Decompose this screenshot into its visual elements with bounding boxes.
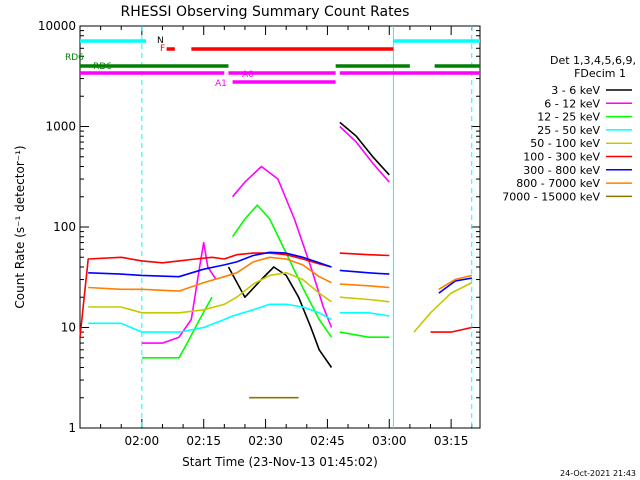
series-line-6 — [88, 251, 472, 294]
bar-label-rd6: RD6 — [93, 62, 112, 72]
x-tick-label: 02:45 — [310, 434, 345, 448]
y-tick-label: 100 — [53, 220, 76, 234]
legend-label-1: 6 - 12 keV — [544, 97, 600, 110]
legend-label-8: 7000 - 15000 keV — [502, 190, 600, 203]
y-tick-label: 10000 — [38, 19, 76, 33]
vertical-markers — [141, 26, 473, 428]
series-line-7 — [88, 256, 472, 292]
bar-label-f: F — [160, 44, 165, 54]
x-tick-label: 02:00 — [125, 434, 160, 448]
y-tick-label: 1000 — [45, 120, 76, 134]
legend-label-5: 100 - 300 keV — [523, 151, 600, 164]
y-axis-label: Count Rate (s⁻¹ detector⁻¹) — [13, 145, 27, 308]
series-layer — [79, 122, 473, 399]
x-axis-label: Start Time (23-Nov-13 01:45:02) — [182, 455, 378, 469]
legend-label-4: 50 - 100 keV — [530, 137, 600, 150]
y-axis: 1 10 100 1000 10000 — [38, 19, 480, 435]
x-tick-label: 03:00 — [372, 434, 407, 448]
bar-label-n: N — [157, 36, 164, 46]
legend-label-3: 25 - 50 keV — [537, 124, 600, 137]
legend-label-2: 12 - 25 keV — [537, 111, 600, 124]
x-tick-label: 02:30 — [248, 434, 283, 448]
footer-timestamp: 24-Oct-2021 21:43 — [560, 469, 636, 478]
attenuator-bars — [80, 39, 480, 84]
series-line-1 — [141, 125, 390, 344]
series-line-5 — [79, 252, 472, 338]
bar-label-a1: A1 — [215, 79, 227, 89]
legend-header-1: Det 1,3,4,5,6,9, — [550, 54, 636, 67]
plot-border — [79, 25, 481, 429]
y-tick-label: 10 — [61, 321, 76, 335]
plot-area — [79, 25, 481, 429]
series-line-0 — [229, 122, 410, 380]
x-tick-label: 03:15 — [434, 434, 469, 448]
legend-label-0: 3 - 6 keV — [551, 84, 600, 97]
x-tick-label: 02:15 — [186, 434, 221, 448]
legend-label-7: 800 - 7000 keV — [516, 177, 600, 190]
x-axis: 02:00 02:15 02:30 02:45 03:00 03:15 — [79, 26, 473, 448]
chart-title: RHESSI Observing Summary Count Rates — [121, 4, 410, 20]
series-line-2 — [141, 204, 390, 359]
y-tick-label: 1 — [68, 421, 76, 435]
legend-label-6: 300 - 800 keV — [523, 164, 600, 177]
series-line-4 — [88, 272, 473, 333]
series-line-3 — [88, 303, 390, 333]
legend-header-2: FDecim 1 — [574, 67, 626, 80]
bar-label-a0: A0 — [242, 70, 254, 80]
bar-label-rd6-left: RD6 — [65, 53, 84, 63]
